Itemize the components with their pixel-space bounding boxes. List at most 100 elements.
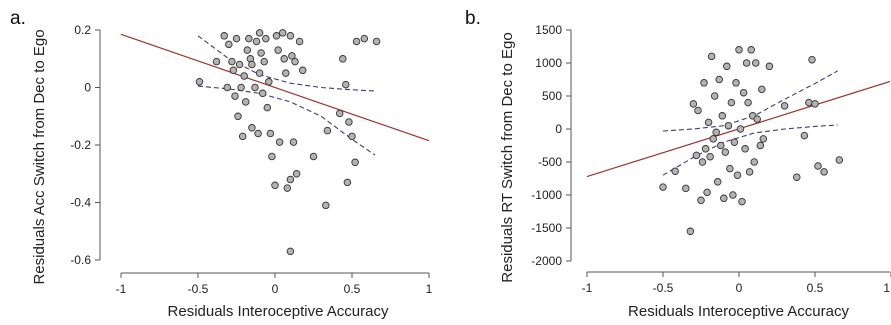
- data-point: [212, 57, 221, 66]
- data-point: [195, 78, 204, 86]
- data-point: [753, 115, 761, 123]
- data-point: [738, 197, 746, 206]
- data-point: [262, 34, 270, 43]
- x-axis-label: Residuals Interoceptive Accuracy: [168, 303, 389, 320]
- data-point: [671, 167, 679, 175]
- data-point: [372, 37, 381, 46]
- data-point: [703, 188, 711, 197]
- data-point: [234, 112, 242, 121]
- data-point: [835, 156, 844, 164]
- data-point: [742, 59, 751, 67]
- data-point: [298, 66, 307, 75]
- data-point: [744, 98, 752, 107]
- x-tick-label: 0.5: [344, 282, 361, 296]
- data-point: [698, 158, 707, 166]
- data-point: [322, 201, 330, 210]
- ci-upper-band: [662, 70, 839, 132]
- data-point: [245, 34, 253, 43]
- y-tick-label: -500: [538, 155, 562, 169]
- data-point: [220, 32, 228, 40]
- y-tick-label: -0.2: [70, 138, 91, 152]
- data-point: [697, 196, 705, 205]
- data-point: [352, 37, 361, 46]
- data-point: [750, 158, 758, 166]
- y-axis-label: Residuals RT Switch from Dec to Ego: [499, 32, 516, 282]
- data-point: [747, 46, 755, 54]
- data-point: [238, 132, 247, 141]
- y-tick-label: -0.6: [70, 253, 91, 267]
- panel-a: a. 0.2 0 -0.2 -0.4 -0.6 -1 -0.5 0 0.5 1 Residuals I…: [10, 8, 433, 320]
- data-point: [709, 135, 717, 143]
- data-point: [286, 175, 295, 184]
- data-point: [288, 52, 296, 60]
- data-point: [793, 173, 801, 181]
- data-point: [805, 98, 813, 107]
- data-point: [282, 69, 290, 77]
- x-tick-label: 0: [272, 282, 279, 296]
- data-point: [682, 184, 690, 193]
- data-point: [335, 109, 344, 118]
- data-point: [255, 29, 264, 37]
- x-axis-label: Residuals Interoceptive Accuracy: [628, 303, 849, 320]
- x-tick-label: -1: [582, 281, 593, 295]
- data-point: [718, 112, 727, 120]
- data-point: [243, 46, 252, 54]
- data-point: [260, 57, 268, 66]
- data-point: [727, 98, 736, 107]
- y-tick-label: 500: [542, 89, 562, 103]
- data-point: [780, 102, 789, 110]
- data-point: [706, 152, 714, 161]
- data-point: [689, 100, 698, 108]
- data-point: [351, 158, 359, 167]
- data-point: [289, 138, 298, 146]
- y-axis-label: Residuals Acc Switch from Dec to Ego: [31, 29, 48, 284]
- data-point: [258, 89, 267, 98]
- data-point: [736, 125, 745, 133]
- data-point: [345, 118, 353, 126]
- y-tick-label: -2000: [531, 254, 562, 268]
- data-point: [343, 178, 352, 187]
- data-point: [257, 49, 265, 57]
- y-tick-label: 1000: [535, 56, 562, 70]
- data-point: [721, 148, 730, 156]
- data-point: [283, 184, 292, 192]
- data-point: [814, 162, 822, 170]
- data-point: [692, 151, 701, 160]
- data-point: [309, 152, 318, 161]
- data-point: [707, 52, 716, 61]
- data-point: [232, 34, 241, 43]
- data-point: [248, 124, 256, 132]
- data-point: [263, 103, 272, 112]
- data-point: [291, 57, 299, 66]
- y-tick-label: -1500: [531, 221, 562, 235]
- data-point: [808, 55, 816, 64]
- data-point: [724, 121, 733, 130]
- x-tick-label: -0.5: [188, 282, 209, 296]
- data-point: [715, 75, 723, 84]
- y-tick-label: 1500: [535, 23, 562, 37]
- data-point: [723, 62, 731, 71]
- data-point: [713, 178, 722, 186]
- data-point: [295, 37, 304, 46]
- data-point: [733, 171, 742, 179]
- data-point: [240, 72, 248, 80]
- ci-upper-band: [197, 35, 376, 92]
- data-point: [286, 32, 295, 40]
- data-point: [252, 37, 261, 46]
- data-point: [710, 92, 719, 100]
- y-tick-label: 0: [555, 122, 562, 136]
- data-point: [800, 131, 809, 140]
- data-point: [739, 88, 748, 97]
- data-point: [265, 78, 273, 86]
- panel-b: b. 1500 1000 500 0 -500 -1000 -1500 -2000 -1 -0.5 0…: [465, 8, 891, 320]
- x-tick-label: 1: [426, 282, 433, 296]
- data-point: [231, 92, 239, 100]
- data-point: [229, 66, 238, 75]
- data-point: [272, 32, 281, 40]
- regression-line: [120, 33, 430, 142]
- data-point: [278, 29, 287, 37]
- data-point: [225, 40, 233, 49]
- data-point: [758, 85, 766, 94]
- data-point: [348, 132, 356, 141]
